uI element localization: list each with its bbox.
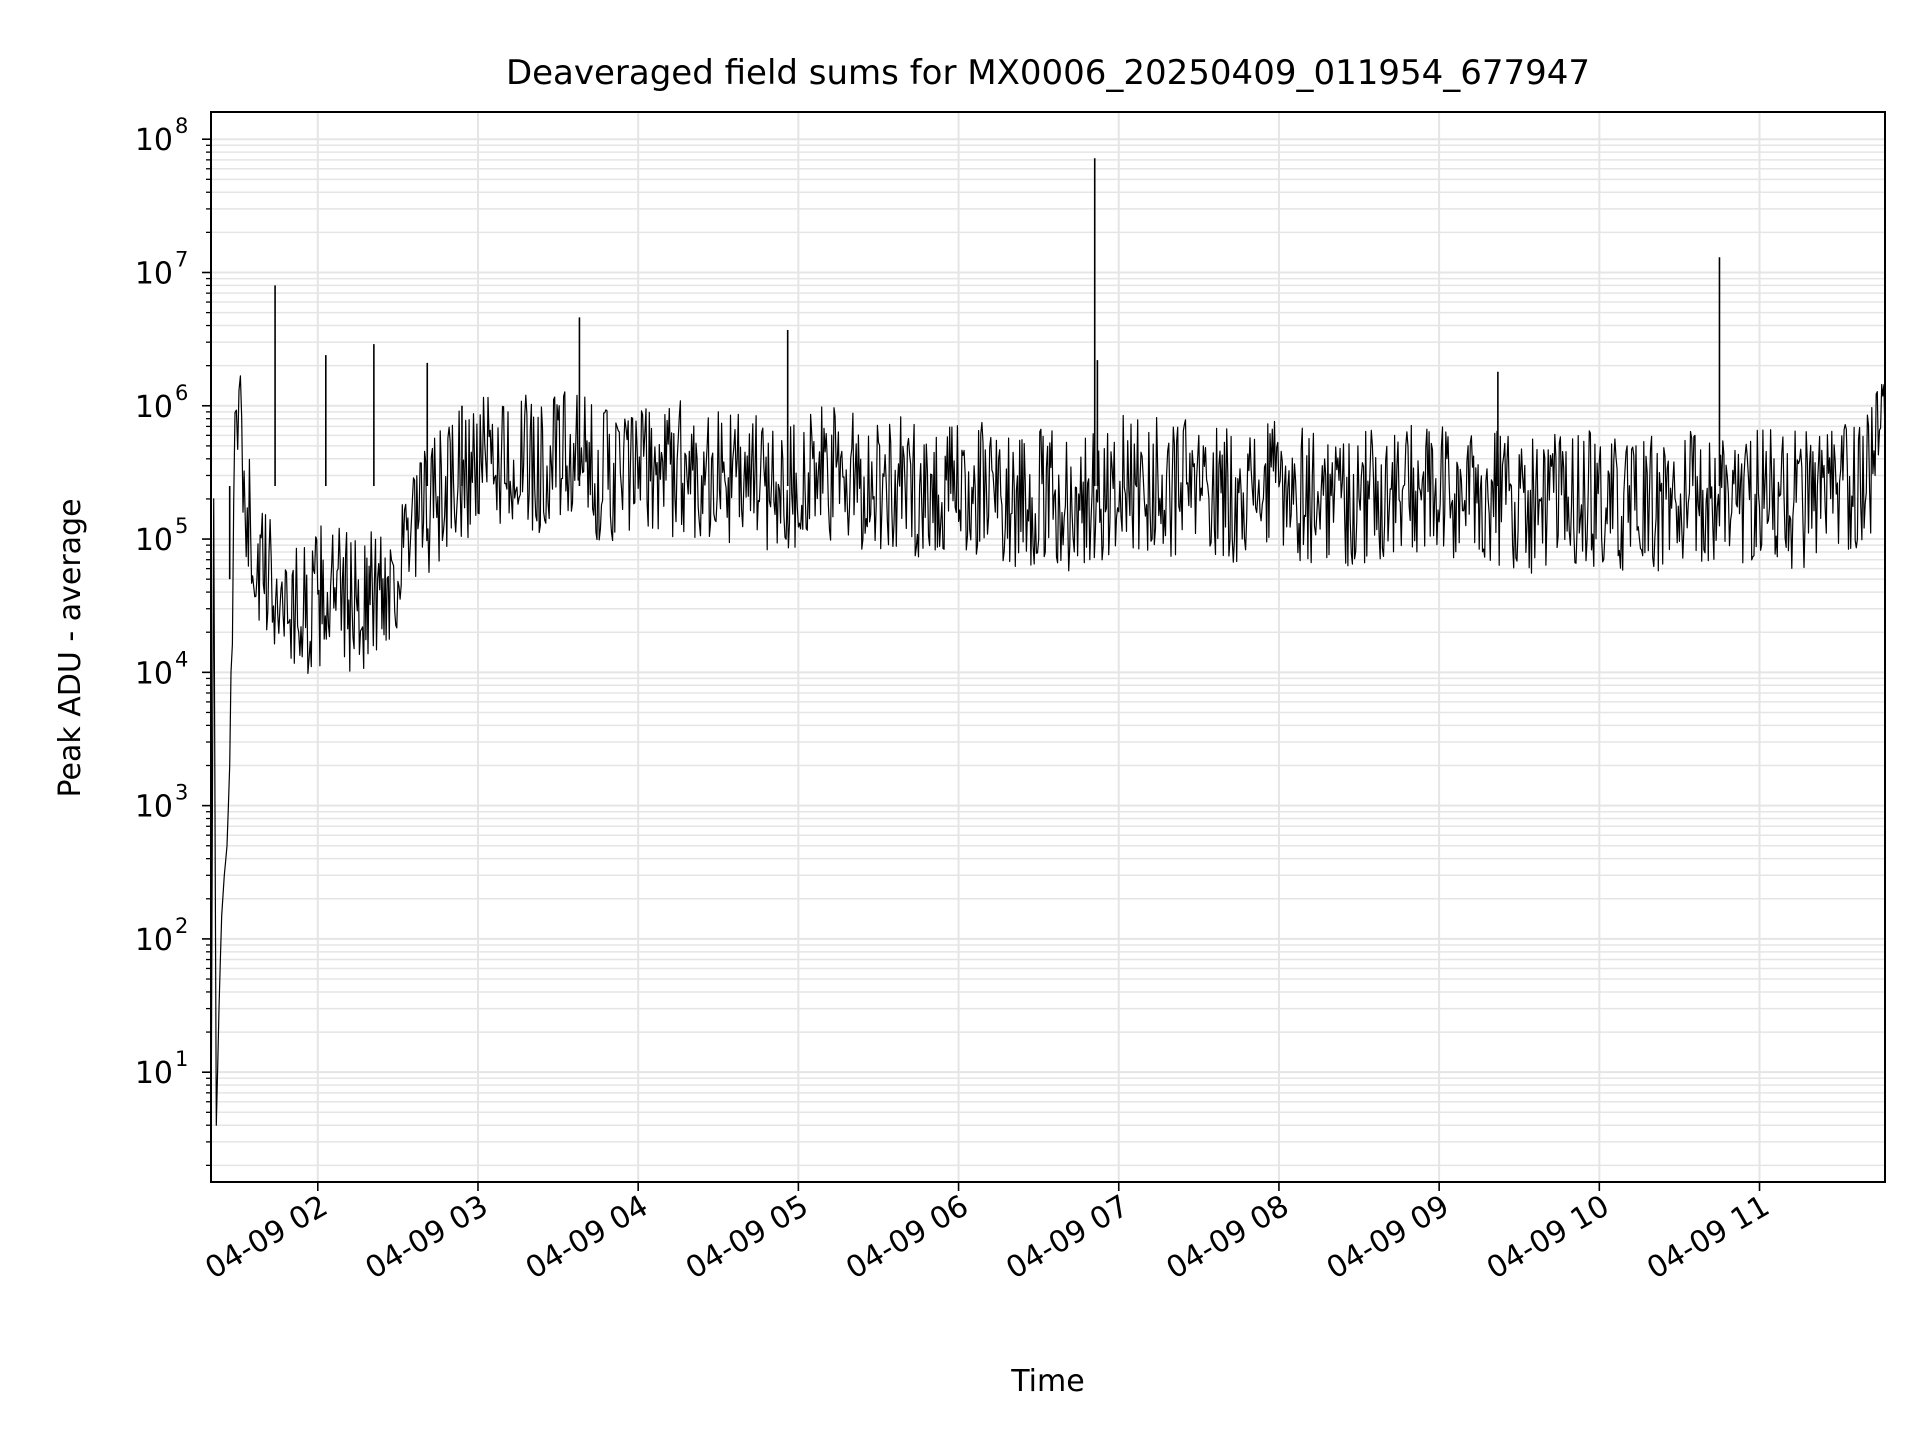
y-tick-label: 10 <box>135 390 173 425</box>
x-axis-label: Time <box>1010 1364 1084 1399</box>
y-tick-exponent: 4 <box>175 647 188 671</box>
y-tick-exponent: 3 <box>175 781 188 805</box>
y-tick-exponent: 5 <box>175 514 188 538</box>
y-tick-label: 10 <box>135 790 173 825</box>
y-tick-exponent: 7 <box>175 247 188 271</box>
data-line <box>210 375 1886 1166</box>
y-tick-exponent: 1 <box>175 1047 188 1071</box>
y-tick-label: 10 <box>135 923 173 958</box>
y-tick-exponent: 8 <box>175 114 188 138</box>
chart-title: Deaveraged field sums for MX0006_2025040… <box>506 53 1590 93</box>
grid-layer <box>211 112 1885 1182</box>
y-tick-label: 10 <box>135 256 173 291</box>
y-tick-label: 10 <box>135 656 173 691</box>
y-tick-label: 10 <box>135 123 173 158</box>
y-tick-exponent: 6 <box>175 381 188 405</box>
data-layer <box>210 158 1886 1166</box>
y-tick-exponent: 2 <box>175 914 188 938</box>
y-tick-label: 10 <box>135 523 173 558</box>
y-axis-label: Peak ADU - average <box>53 498 88 797</box>
plot-frame <box>210 111 1886 1183</box>
y-tick-label: 10 <box>135 1056 173 1091</box>
